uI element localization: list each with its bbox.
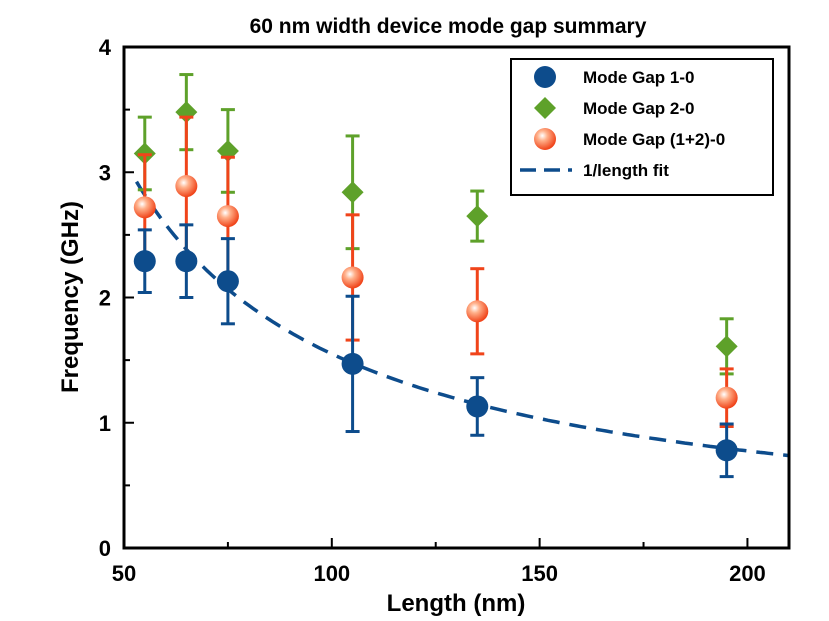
plot-area: [133, 73, 790, 479]
legend-label: Mode Gap 1-0: [583, 68, 694, 87]
legend-label: Mode Gap (1+2)-0: [583, 130, 725, 149]
fit-curve: [135, 180, 790, 458]
chart-title: 60 nm width device mode gap summary: [250, 15, 647, 38]
data-point: [341, 266, 364, 289]
y-tick-label: 1: [99, 411, 111, 436]
data-point: [715, 386, 738, 409]
x-axis-label: Length (nm): [387, 590, 526, 617]
data-point: [341, 181, 364, 204]
x-tick-label: 50: [112, 561, 136, 586]
legend-marker: [534, 128, 556, 150]
data-point: [175, 250, 198, 273]
data-point: [466, 395, 489, 418]
y-tick-label: 2: [99, 286, 111, 311]
series-mode-gap-1-0: [133, 223, 738, 479]
legend-label: 1/length fit: [583, 161, 669, 180]
legend-marker: [534, 97, 556, 119]
y-tick-label: 3: [99, 160, 111, 185]
data-point: [216, 270, 239, 293]
legend: Mode Gap 1-0 Mode Gap 2-0 Mode Gap (1+2)-0…: [510, 58, 774, 196]
legend-marker: [534, 66, 556, 88]
x-axis-ticks: 50 100 150 200: [112, 538, 766, 586]
data-point: [715, 439, 738, 462]
data-point: [341, 352, 364, 375]
y-axis-ticks: 0 1 2 3 4: [99, 35, 134, 561]
plot-frame: [122, 45, 791, 550]
x-tick-label: 100: [313, 561, 350, 586]
data-point: [216, 205, 239, 228]
y-tick-label: 0: [99, 536, 111, 561]
data-point: [466, 300, 489, 323]
data-point: [466, 205, 489, 228]
data-point: [133, 196, 156, 219]
x-tick-label: 150: [521, 561, 558, 586]
x-tick-label: 200: [729, 561, 766, 586]
y-axis-label: Frequency (GHz): [57, 201, 84, 393]
y-tick-label: 4: [99, 35, 112, 60]
legend-label: Mode Gap 2-0: [583, 99, 694, 118]
data-point: [133, 250, 156, 273]
data-point: [175, 175, 198, 198]
data-point: [715, 335, 738, 358]
